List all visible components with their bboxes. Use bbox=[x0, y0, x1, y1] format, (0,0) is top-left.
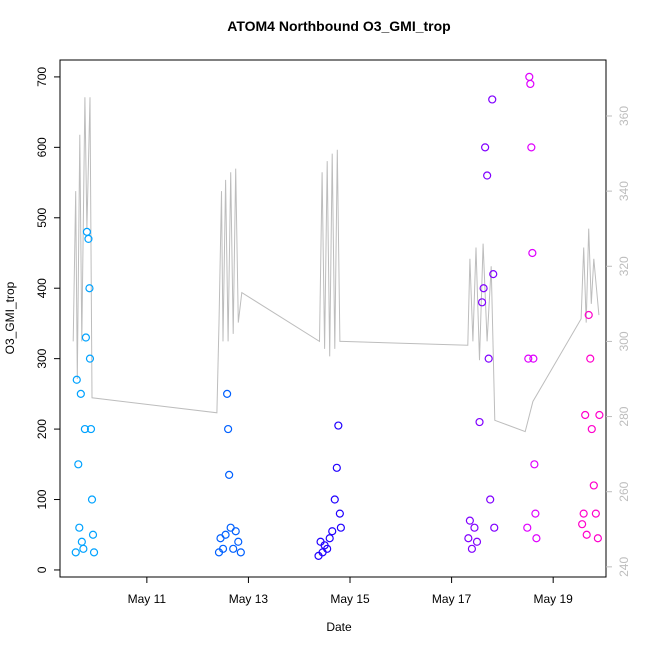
x-tick-label: May 19 bbox=[533, 592, 573, 606]
point bbox=[72, 375, 81, 384]
point bbox=[89, 548, 99, 557]
point bbox=[81, 333, 91, 342]
point bbox=[87, 495, 97, 504]
point bbox=[582, 530, 591, 539]
y2-tick-label: 300 bbox=[617, 331, 631, 351]
point bbox=[76, 389, 85, 398]
y-tick-label: 400 bbox=[35, 278, 49, 298]
point bbox=[225, 470, 234, 479]
point bbox=[593, 534, 602, 543]
point bbox=[524, 354, 533, 363]
point bbox=[484, 354, 493, 363]
point bbox=[475, 417, 484, 427]
point bbox=[523, 523, 532, 532]
x-tick-label: May 15 bbox=[330, 592, 370, 606]
point bbox=[477, 298, 487, 307]
point bbox=[335, 509, 344, 518]
point bbox=[589, 481, 598, 490]
point bbox=[481, 143, 490, 152]
x-tick-label: May 13 bbox=[229, 592, 269, 606]
point bbox=[71, 548, 80, 557]
point bbox=[323, 544, 332, 553]
y2-tick-label: 320 bbox=[617, 256, 631, 276]
point bbox=[578, 520, 587, 529]
point bbox=[74, 460, 83, 469]
point bbox=[86, 424, 96, 434]
y2-tick-label: 280 bbox=[617, 406, 631, 426]
point bbox=[530, 460, 539, 469]
point bbox=[465, 516, 474, 525]
point bbox=[586, 354, 595, 363]
point bbox=[88, 530, 98, 539]
point bbox=[584, 310, 593, 320]
point bbox=[231, 527, 240, 536]
point bbox=[464, 534, 473, 543]
point bbox=[472, 537, 482, 546]
point bbox=[80, 424, 89, 434]
point bbox=[336, 523, 345, 532]
point bbox=[325, 534, 334, 543]
point bbox=[490, 523, 499, 532]
point bbox=[82, 227, 92, 236]
point bbox=[85, 354, 95, 363]
point bbox=[528, 248, 537, 258]
point bbox=[591, 509, 600, 518]
point bbox=[75, 523, 84, 532]
x-tick-label: May 17 bbox=[432, 592, 472, 606]
point bbox=[332, 463, 341, 472]
point bbox=[234, 537, 243, 546]
point bbox=[531, 509, 540, 518]
point bbox=[526, 79, 535, 89]
point bbox=[226, 523, 235, 532]
point bbox=[216, 534, 225, 543]
point bbox=[229, 544, 238, 553]
y-tick-label: 700 bbox=[35, 67, 49, 87]
chart-title: ATOM4 Northbound O3_GMI_trop bbox=[227, 18, 450, 34]
point bbox=[224, 424, 233, 434]
y-tick-label: 0 bbox=[35, 566, 49, 573]
point bbox=[223, 389, 232, 398]
x-tick-label: May 11 bbox=[128, 592, 167, 606]
point bbox=[218, 544, 228, 553]
point bbox=[579, 509, 588, 518]
point bbox=[236, 548, 245, 557]
point bbox=[77, 537, 86, 546]
point bbox=[488, 95, 497, 104]
point bbox=[581, 410, 590, 420]
point bbox=[84, 234, 93, 244]
point bbox=[483, 171, 492, 180]
point bbox=[595, 410, 604, 420]
y2-tick-label: 360 bbox=[617, 106, 631, 126]
point bbox=[221, 530, 230, 539]
point bbox=[532, 534, 541, 543]
point bbox=[334, 421, 343, 430]
y-tick-label: 500 bbox=[35, 207, 49, 227]
point bbox=[330, 495, 339, 504]
point bbox=[328, 527, 337, 536]
y-tick-label: 200 bbox=[35, 419, 49, 439]
point bbox=[525, 72, 534, 82]
y-tick-label: 600 bbox=[35, 137, 49, 157]
point bbox=[79, 544, 88, 553]
point bbox=[486, 495, 495, 504]
y-tick-label: 100 bbox=[35, 489, 49, 509]
point bbox=[587, 424, 596, 434]
y-axis-label: O3_GMI_trop bbox=[3, 281, 17, 354]
y-tick-label: 300 bbox=[35, 348, 49, 368]
y2-tick-label: 260 bbox=[617, 481, 631, 501]
plot-box bbox=[59, 59, 607, 578]
y2-tick-label: 240 bbox=[617, 557, 631, 577]
y2-tick-label: 340 bbox=[617, 181, 631, 201]
point bbox=[467, 544, 477, 553]
point bbox=[529, 354, 538, 363]
point bbox=[470, 523, 479, 532]
line-series bbox=[72, 97, 600, 433]
point bbox=[85, 284, 94, 293]
point bbox=[479, 284, 488, 293]
point bbox=[489, 270, 498, 279]
x-axis-label: Date bbox=[326, 620, 352, 634]
point bbox=[527, 143, 536, 152]
